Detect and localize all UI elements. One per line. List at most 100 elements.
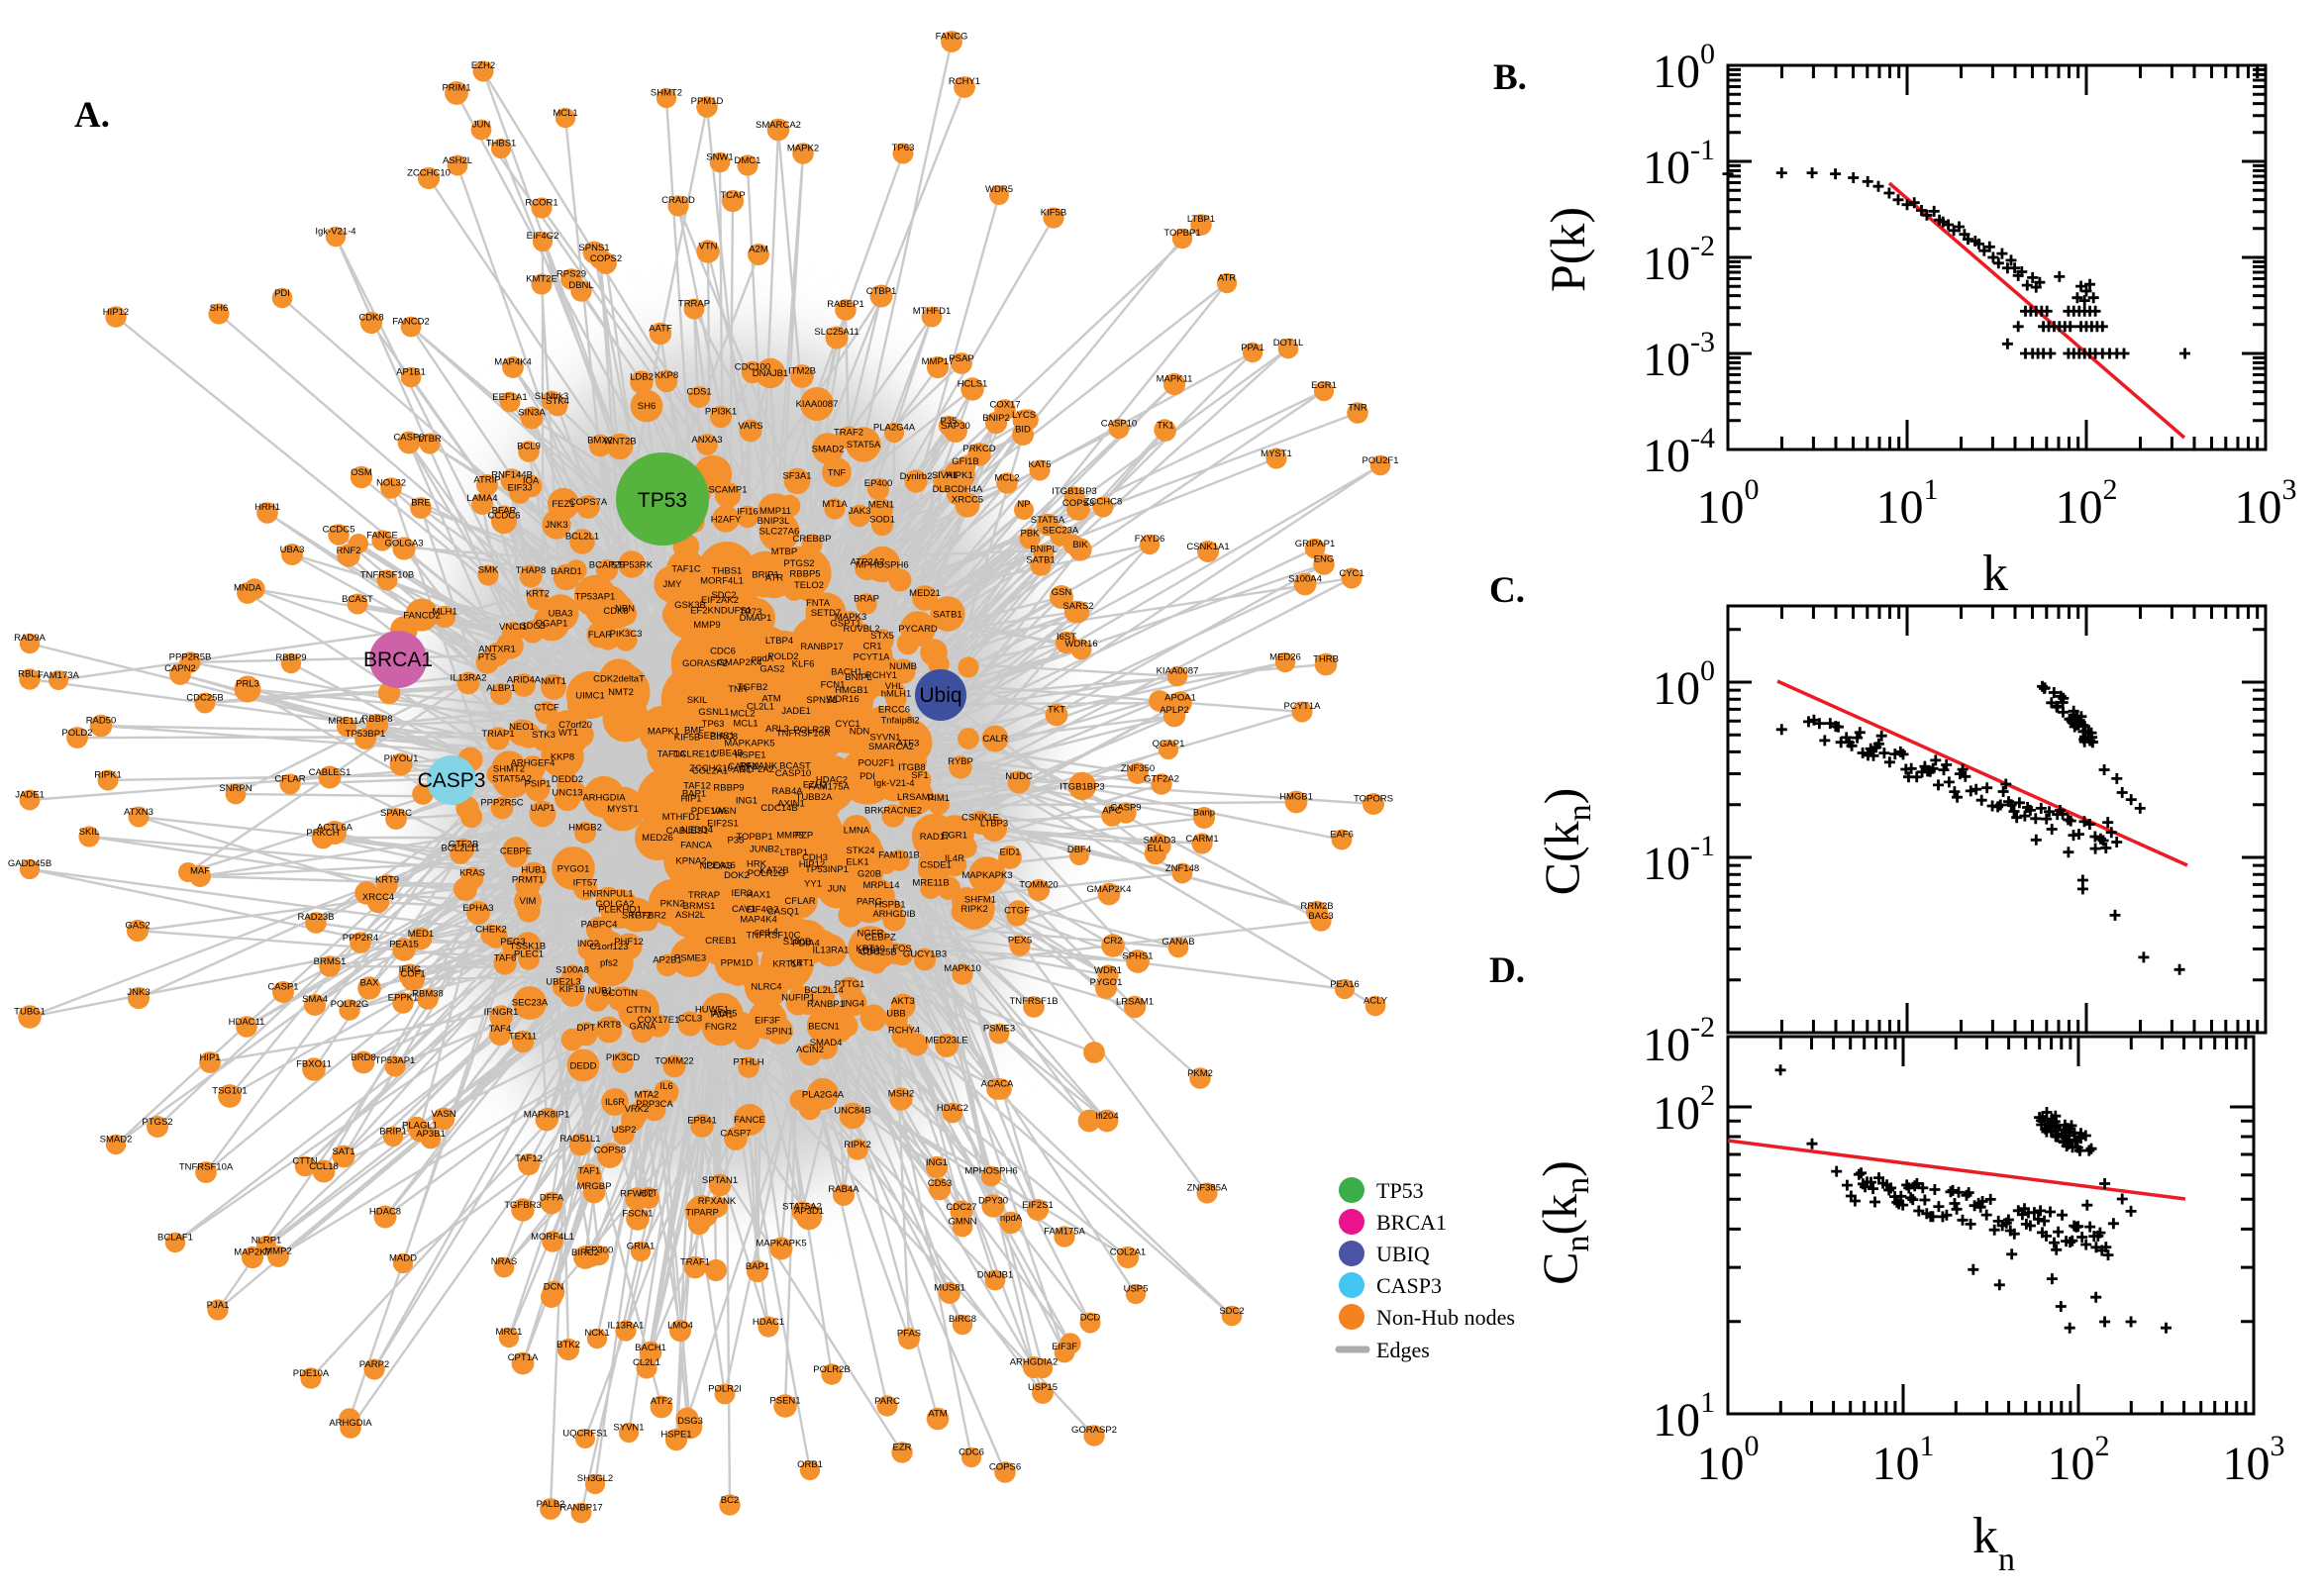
- svg-text:EAF6: EAF6: [1330, 829, 1354, 840]
- svg-text:MMP11: MMP11: [759, 506, 791, 517]
- svg-text:RFWD2: RFWD2: [620, 1189, 654, 1200]
- svg-text:HDAC1: HDAC1: [753, 1317, 784, 1328]
- svg-text:POLR2I: POLR2I: [708, 1383, 742, 1394]
- svg-text:NDUFS1: NDUFS1: [714, 605, 752, 616]
- svg-text:KAT5: KAT5: [1028, 459, 1051, 470]
- svg-text:SHFM1: SHFM1: [964, 894, 996, 905]
- svg-text:TGFB2: TGFB2: [738, 682, 768, 693]
- svg-text:ARHGDIA2: ARHGDIA2: [1010, 1357, 1059, 1368]
- svg-text:STAT5A2: STAT5A2: [782, 1202, 822, 1213]
- svg-text:HNRNPUL1: HNRNPUL1: [582, 889, 633, 900]
- svg-text:PARG: PARG: [857, 897, 882, 908]
- svg-text:PTHLH: PTHLH: [733, 1056, 763, 1067]
- svg-text:JNK3: JNK3: [545, 520, 567, 531]
- svg-text:TOPBP1: TOPBP1: [736, 832, 772, 843]
- svg-text:PKM2: PKM2: [1187, 1068, 1213, 1079]
- svg-text:ATR: ATR: [765, 573, 783, 584]
- svg-text:ZCCHC8: ZCCHC8: [1084, 497, 1123, 508]
- svg-text:MAPKAPK3: MAPKAPK3: [961, 870, 1012, 881]
- svg-text:STK24: STK24: [846, 846, 874, 856]
- svg-text:OSM: OSM: [351, 467, 372, 478]
- svg-text:HTT: HTT: [640, 1188, 658, 1199]
- svg-text:HIP1: HIP1: [680, 793, 701, 804]
- svg-text:JUN: JUN: [472, 120, 491, 131]
- svg-text:TAF12: TAF12: [683, 780, 711, 791]
- svg-text:PCYT1A: PCYT1A: [854, 652, 891, 663]
- svg-text:FANCD2: FANCD2: [403, 611, 440, 622]
- svg-text:DFFA: DFFA: [540, 1193, 564, 1204]
- svg-text:LRSAM1: LRSAM1: [1116, 996, 1154, 1007]
- svg-text:TRIAP1: TRIAP1: [481, 729, 514, 740]
- svg-text:UNC13: UNC13: [552, 787, 582, 798]
- svg-text:BACH1: BACH1: [831, 667, 862, 678]
- svg-text:PEA15: PEA15: [389, 940, 419, 950]
- svg-text:CRADD: CRADD: [661, 195, 695, 206]
- svg-text:GMNN: GMNN: [948, 1217, 976, 1228]
- svg-text:CDK2deltaT: CDK2deltaT: [593, 674, 645, 685]
- svg-text:TP53INP1: TP53INP1: [805, 864, 849, 875]
- svg-text:TP63: TP63: [892, 143, 915, 153]
- svg-text:PYCARD: PYCARD: [898, 624, 938, 635]
- svg-text:TRRAP: TRRAP: [688, 890, 720, 901]
- svg-text:TAF6: TAF6: [494, 953, 517, 964]
- svg-text:ITGB1BP3: ITGB1BP3: [1052, 486, 1096, 497]
- svg-text:RPS29: RPS29: [556, 268, 586, 279]
- svg-text:PZP: PZP: [795, 830, 813, 841]
- svg-text:PLAGL1: PLAGL1: [402, 1120, 438, 1131]
- svg-text:GRIPAP1: GRIPAP1: [1295, 539, 1335, 549]
- svg-text:CABLES1: CABLES1: [309, 767, 352, 778]
- svg-text:PIYOU1: PIYOU1: [384, 753, 419, 764]
- svg-text:CDC25B: CDC25B: [186, 692, 224, 703]
- svg-text:PTTG1: PTTG1: [835, 979, 865, 990]
- svg-text:APC: APC: [1102, 806, 1122, 817]
- svg-text:CSNK1A1: CSNK1A1: [1186, 542, 1229, 552]
- svg-text:UBA3: UBA3: [280, 545, 305, 555]
- svg-text:NUDC: NUDC: [1005, 771, 1033, 782]
- svg-text:CREBBP: CREBBP: [792, 534, 831, 545]
- svg-text:UNC84B: UNC84B: [834, 1106, 871, 1117]
- svg-text:SPIN1: SPIN1: [765, 1027, 792, 1038]
- svg-text:BCL9: BCL9: [517, 442, 541, 452]
- svg-text:POU2F1: POU2F1: [1363, 455, 1399, 466]
- svg-text:SPHS1: SPHS1: [1122, 951, 1153, 962]
- svg-text:HRH1: HRH1: [254, 502, 280, 513]
- svg-text:CEBPE: CEBPE: [500, 846, 532, 856]
- svg-text:WDR1: WDR1: [1094, 965, 1122, 976]
- svg-text:SPTAN1: SPTAN1: [702, 1175, 738, 1186]
- svg-text:KMT2E: KMT2E: [526, 273, 557, 284]
- svg-text:PEX5: PEX5: [1008, 936, 1032, 947]
- svg-text:C1orf123: C1orf123: [589, 942, 628, 952]
- svg-text:NUMB: NUMB: [889, 661, 917, 672]
- svg-text:SLC27A6: SLC27A6: [759, 527, 800, 538]
- svg-text:EPB41: EPB41: [687, 1115, 717, 1126]
- svg-text:PPP3CA: PPP3CA: [636, 1099, 673, 1110]
- svg-text:LTBP1: LTBP1: [1187, 214, 1215, 225]
- svg-text:IFNG: IFNG: [399, 964, 422, 975]
- svg-text:10-4: 10-4: [1643, 422, 1715, 482]
- svg-text:MCL1: MCL1: [733, 719, 758, 730]
- svg-text:SH6: SH6: [210, 303, 228, 314]
- svg-text:CASP8: CASP8: [393, 432, 424, 443]
- svg-text:EP300: EP300: [585, 1246, 614, 1256]
- svg-text:NEO1: NEO1: [509, 722, 535, 733]
- svg-text:MYST1: MYST1: [1261, 449, 1292, 459]
- svg-text:CASP10: CASP10: [1101, 419, 1137, 430]
- svg-text:HIPK1: HIPK1: [946, 470, 972, 481]
- svg-text:SPNS1: SPNS1: [806, 695, 837, 706]
- svg-text:CASP3: CASP3: [1376, 1273, 1442, 1298]
- svg-text:MEN1: MEN1: [868, 499, 894, 510]
- svg-text:IL4R: IL4R: [945, 853, 964, 864]
- svg-text:SEPHS1: SEPHS1: [697, 731, 735, 742]
- svg-text:FAM101B: FAM101B: [878, 850, 920, 861]
- svg-text:GSN: GSN: [1052, 587, 1072, 598]
- svg-text:ACTL6A: ACTL6A: [317, 823, 354, 834]
- svg-text:HAX1: HAX1: [747, 890, 771, 901]
- svg-text:AKT3: AKT3: [891, 996, 915, 1007]
- svg-text:EZR: EZR: [893, 1443, 912, 1453]
- svg-text:Edges: Edges: [1376, 1338, 1430, 1362]
- svg-text:PIK3C3: PIK3C3: [610, 629, 643, 640]
- svg-text:TNFRSF10A: TNFRSF10A: [179, 1162, 234, 1173]
- svg-text:NUB1: NUB1: [587, 985, 612, 996]
- svg-text:KIF5B: KIF5B: [674, 732, 700, 743]
- svg-text:UBE2L3: UBE2L3: [546, 976, 580, 987]
